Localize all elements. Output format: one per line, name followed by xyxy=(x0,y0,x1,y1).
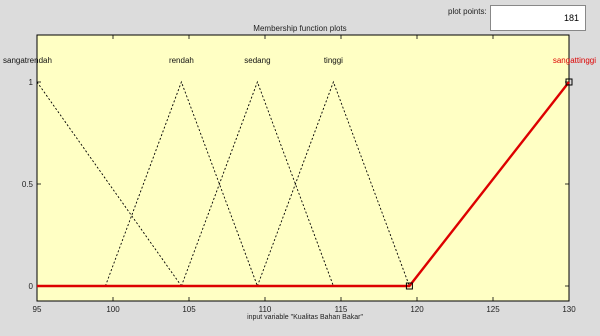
mf-handle[interactable] xyxy=(565,78,573,86)
mf-curve-tinggi[interactable] xyxy=(256,80,410,287)
mf-label-sangattinggi[interactable]: sangattinggi xyxy=(553,56,596,65)
mf-curve-sangatrendah[interactable] xyxy=(36,80,182,287)
mf-curve-rendah[interactable] xyxy=(104,80,258,287)
plot-area[interactable] xyxy=(36,34,570,302)
mf-curve-sangattinggi[interactable] xyxy=(37,81,570,288)
plot-points-label: plot points: xyxy=(448,7,487,16)
mf-curve-sedang[interactable] xyxy=(180,80,334,287)
x-tick-label: 110 xyxy=(259,305,272,314)
mf-label-sedang[interactable]: sedang xyxy=(244,56,270,65)
x-tick-label: 100 xyxy=(106,305,120,314)
x-tick-label: 105 xyxy=(182,305,196,314)
mf-label-rendah[interactable]: rendah xyxy=(169,56,194,65)
y-tick-label: 0 xyxy=(29,282,34,291)
mf-label-tinggi[interactable]: tinggi xyxy=(324,56,343,65)
x-axis-label: input variable "Kualitas Bahan Bakar" xyxy=(247,314,363,321)
y-tick-label: 0.5 xyxy=(22,180,34,189)
mf-handle[interactable] xyxy=(405,282,413,290)
x-tick-label: 115 xyxy=(335,305,348,314)
x-tick-label: 95 xyxy=(33,305,42,314)
x-tick-label: 125 xyxy=(486,305,500,314)
plot-points-input[interactable] xyxy=(490,5,586,31)
plot-title: Membership function plots xyxy=(253,24,347,33)
x-tick-label: 130 xyxy=(562,305,576,314)
x-tick-label: 120 xyxy=(410,305,424,314)
y-tick-label: 1 xyxy=(29,78,34,87)
mf-label-sangatrendah[interactable]: sangatrendah xyxy=(3,56,52,65)
